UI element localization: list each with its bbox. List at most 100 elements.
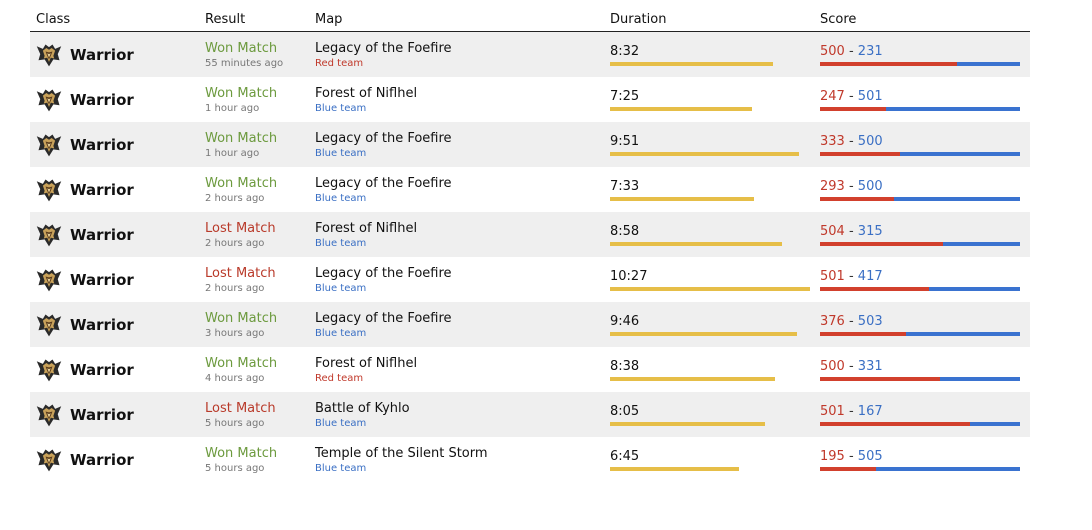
score-text: 500 - 331: [820, 359, 1030, 375]
score-cell: 195 - 505: [820, 437, 1030, 482]
duration-bar: [610, 467, 739, 471]
table-row[interactable]: Warrior Won Match 4 hours ago Forest of …: [30, 347, 1030, 392]
duration-cell: 8:32: [610, 32, 820, 77]
map-name: Temple of the Silent Storm: [315, 446, 488, 461]
score-text: 293 - 500: [820, 179, 1030, 195]
team-label: Blue team: [315, 283, 367, 294]
class-cell: Warrior: [30, 437, 205, 482]
result-time: 2 hours ago: [205, 238, 265, 249]
warrior-emblem-icon: [36, 89, 62, 111]
team-label: Blue team: [315, 238, 367, 249]
map-cell: Legacy of the Foefire Red team: [315, 32, 610, 77]
score-text: 376 - 503: [820, 314, 1030, 330]
map-cell: Forest of Niflhel Red team: [315, 347, 610, 392]
duration-cell: 8:58: [610, 212, 820, 257]
result-status: Won Match: [205, 176, 278, 191]
header-map[interactable]: Map: [315, 12, 343, 27]
score-text: 333 - 500: [820, 134, 1030, 150]
duration-text: 7:33: [610, 179, 640, 194]
blue-score: 505: [857, 449, 883, 464]
warrior-emblem-icon: [36, 179, 62, 201]
table-row[interactable]: Warrior Won Match 2 hours ago Legacy of …: [30, 167, 1030, 212]
header-class[interactable]: Class: [36, 12, 71, 27]
score-separator: -: [844, 404, 858, 419]
score-separator: -: [844, 269, 858, 284]
class-cell: Warrior: [30, 212, 205, 257]
result-time: 2 hours ago: [205, 283, 265, 294]
map-cell: Battle of Kyhlo Blue team: [315, 392, 610, 437]
table-row[interactable]: Warrior Lost Match 2 hours ago Legacy of…: [30, 257, 1030, 302]
table-row[interactable]: Warrior Won Match 55 minutes ago Legacy …: [30, 32, 1030, 77]
result-time: 3 hours ago: [205, 328, 265, 339]
duration-text: 10:27: [610, 269, 648, 284]
warrior-emblem-icon: [36, 449, 62, 471]
result-status: Won Match: [205, 446, 278, 461]
result-cell: Lost Match 5 hours ago: [205, 392, 315, 437]
blue-score: 417: [857, 269, 883, 284]
score-cell: 333 - 500: [820, 122, 1030, 167]
result-time: 5 hours ago: [205, 463, 265, 474]
class-cell: Warrior: [30, 257, 205, 302]
duration-bar: [610, 62, 773, 66]
header-duration[interactable]: Duration: [610, 12, 667, 27]
result-cell: Won Match 5 hours ago: [205, 437, 315, 482]
map-cell: Legacy of the Foefire Blue team: [315, 257, 610, 302]
score-separator: -: [844, 134, 858, 149]
red-score: 333: [820, 134, 845, 149]
result-cell: Lost Match 2 hours ago: [205, 257, 315, 302]
result-time: 2 hours ago: [205, 193, 265, 204]
table-row[interactable]: Warrior Won Match 3 hours ago Legacy of …: [30, 302, 1030, 347]
header-result[interactable]: Result: [205, 12, 246, 27]
table-header: Class Result Map Duration Score: [30, 10, 1030, 32]
red-score: 293: [820, 179, 845, 194]
score-separator: -: [844, 359, 858, 374]
warrior-emblem-icon: [36, 134, 62, 156]
header-score[interactable]: Score: [820, 12, 857, 27]
blue-score: 501: [857, 89, 883, 104]
match-history-table: Class Result Map Duration Score Warrior …: [30, 10, 1030, 482]
blue-score: 315: [857, 224, 883, 239]
team-label: Blue team: [315, 103, 367, 114]
score-bar-red: [820, 332, 906, 336]
duration-text: 8:05: [610, 404, 640, 419]
map-name: Legacy of the Foefire: [315, 311, 452, 326]
score-separator: -: [844, 224, 858, 239]
score-bar: [820, 377, 1020, 381]
score-bar: [820, 287, 1020, 291]
table-row[interactable]: Warrior Lost Match 5 hours ago Battle of…: [30, 392, 1030, 437]
table-row[interactable]: Warrior Won Match 1 hour ago Forest of N…: [30, 77, 1030, 122]
result-status: Won Match: [205, 41, 278, 56]
duration-cell: 6:45: [610, 437, 820, 482]
table-row[interactable]: Warrior Lost Match 2 hours ago Forest of…: [30, 212, 1030, 257]
map-name: Legacy of the Foefire: [315, 266, 452, 281]
result-cell: Won Match 4 hours ago: [205, 347, 315, 392]
class-name: Warrior: [70, 360, 134, 379]
blue-score: 167: [857, 404, 883, 419]
team-label: Blue team: [315, 418, 367, 429]
score-cell: 247 - 501: [820, 77, 1030, 122]
score-cell: 500 - 231: [820, 32, 1030, 77]
result-status: Lost Match: [205, 221, 276, 236]
score-separator: -: [844, 89, 858, 104]
result-status: Lost Match: [205, 401, 276, 416]
score-bar: [820, 422, 1020, 426]
duration-cell: 9:51: [610, 122, 820, 167]
table-row[interactable]: Warrior Won Match 5 hours ago Temple of …: [30, 437, 1030, 482]
result-cell: Won Match 55 minutes ago: [205, 32, 315, 77]
red-score: 247: [820, 89, 845, 104]
duration-text: 9:46: [610, 314, 640, 329]
result-status: Won Match: [205, 86, 278, 101]
red-score: 500: [820, 44, 845, 59]
class-cell: Warrior: [30, 32, 205, 77]
duration-bar: [610, 197, 754, 201]
team-label: Blue team: [315, 463, 367, 474]
table-row[interactable]: Warrior Won Match 1 hour ago Legacy of t…: [30, 122, 1030, 167]
warrior-emblem-icon: [36, 404, 62, 426]
result-status: Won Match: [205, 356, 278, 371]
red-score: 504: [820, 224, 845, 239]
score-bar: [820, 467, 1020, 471]
duration-bar: [610, 422, 765, 426]
score-text: 504 - 315: [820, 224, 1030, 240]
map-name: Forest of Niflhel: [315, 221, 418, 236]
score-bar-red: [820, 242, 943, 246]
